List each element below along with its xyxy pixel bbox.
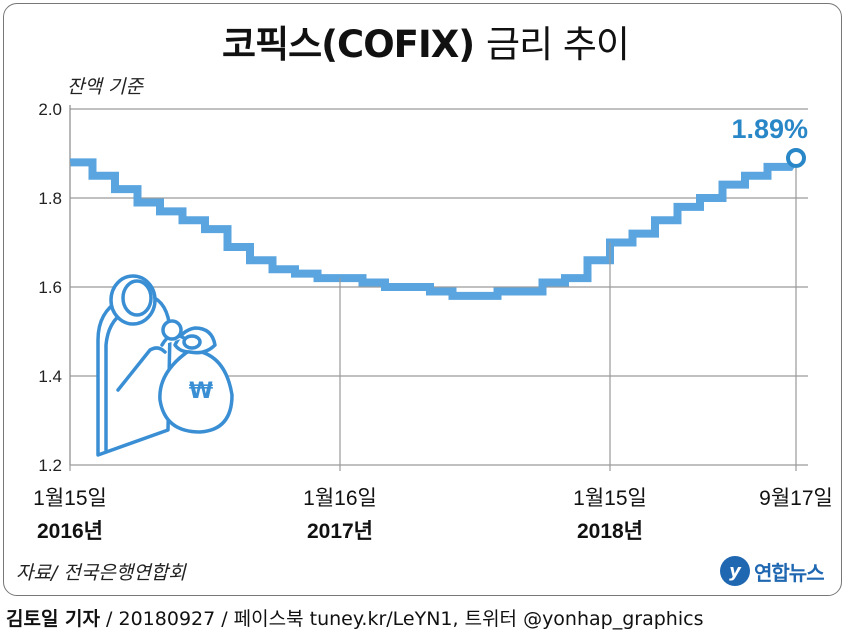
chart-title-sub: 금리 추이 <box>486 23 630 66</box>
y-axis: 1.2 1.4 1.6 1.8 2.0 <box>38 100 71 475</box>
agency-logo: y 연합뉴스 <box>720 554 825 588</box>
credit-rest: / 20180927 / 페이스북 tuney.kr/LeYN1, 트위터 @y… <box>100 608 704 630</box>
agency-logo-name: 연합뉴스 <box>754 560 825 585</box>
x-date-label-0: 1월15일 <box>33 487 107 510</box>
y-tick-label-1.6: 1.6 <box>38 278 62 297</box>
chart-title: 코픽스(COFIX) 금리 추이 <box>0 14 851 68</box>
x-date-label-3: 9월17일 <box>759 487 833 510</box>
basis-note: 잔액 기준 <box>67 76 143 98</box>
series-line <box>70 155 800 300</box>
y-tick-label-2.0: 2.0 <box>38 100 62 119</box>
credit-author: 김토일 기자 <box>6 608 101 630</box>
y-tick-label-1.2: 1.2 <box>38 456 62 475</box>
agency-logo-mark: y <box>720 556 750 586</box>
svg-text:₩: ₩ <box>189 379 213 404</box>
chart-title-main: 코픽스(COFIX) <box>222 23 475 66</box>
x-date-label-2: 1월15일 <box>573 487 647 510</box>
x-year-label-0: 2016년 <box>37 520 103 543</box>
end-point-marker <box>786 147 806 168</box>
y-tick-label-1.4: 1.4 <box>38 367 62 386</box>
x-year-label-1: 2017년 <box>307 520 373 543</box>
x-year-label-2: 2018년 <box>577 520 643 543</box>
source-note: 자료/ 전국은행연합회 <box>16 562 186 584</box>
credit-line: 김토일 기자 / 20180927 / 페이스북 tuney.kr/LeYN1,… <box>6 604 703 631</box>
x-markers: 1월15일 2016년 1월16일 2017년 1월15일 2018년 9월17일 <box>33 162 833 543</box>
y-tick-label-1.8: 1.8 <box>38 189 62 208</box>
series-line-layer: 1.89% <box>70 114 808 300</box>
money-bag-person-icon: ₩ <box>96 274 234 457</box>
x-date-label-1: 1월16일 <box>303 487 377 510</box>
end-value-label: 1.89% <box>731 114 808 144</box>
